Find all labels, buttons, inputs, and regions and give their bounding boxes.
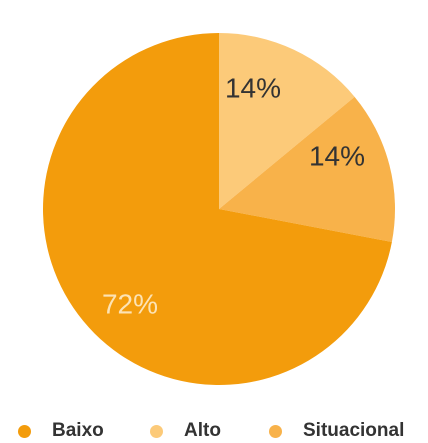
- legend: Baixo Alto Situacional: [0, 419, 428, 443]
- pie-slices: [43, 33, 395, 385]
- legend-label-baixo: Baixo: [52, 420, 104, 441]
- slice-label-alto: 14%: [225, 72, 281, 103]
- legend-swatch-situacional: [269, 424, 282, 438]
- slice-label-situacional: 14%: [309, 140, 365, 171]
- pie-slice-baixo[interactable]: [43, 33, 392, 385]
- legend-item-situacional[interactable]: Situacional: [269, 419, 404, 443]
- legend-label-alto: Alto: [184, 420, 221, 441]
- slice-label-baixo: 72%: [102, 288, 158, 319]
- pie-slice-situacional[interactable]: [219, 96, 395, 242]
- legend-item-baixo[interactable]: Baixo: [18, 419, 104, 443]
- legend-swatch-baixo: [18, 424, 31, 438]
- legend-item-alto[interactable]: Alto: [150, 419, 221, 443]
- pie-slice-alto[interactable]: [219, 33, 355, 209]
- pie-value-labels: 14% 14% 72%: [102, 72, 365, 319]
- legend-swatch-alto: [150, 424, 163, 438]
- legend-label-situacional: Situacional: [303, 420, 405, 441]
